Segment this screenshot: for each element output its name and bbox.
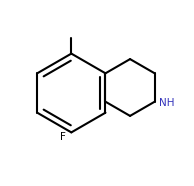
Text: F: F	[60, 132, 66, 142]
Text: NH: NH	[159, 98, 174, 108]
